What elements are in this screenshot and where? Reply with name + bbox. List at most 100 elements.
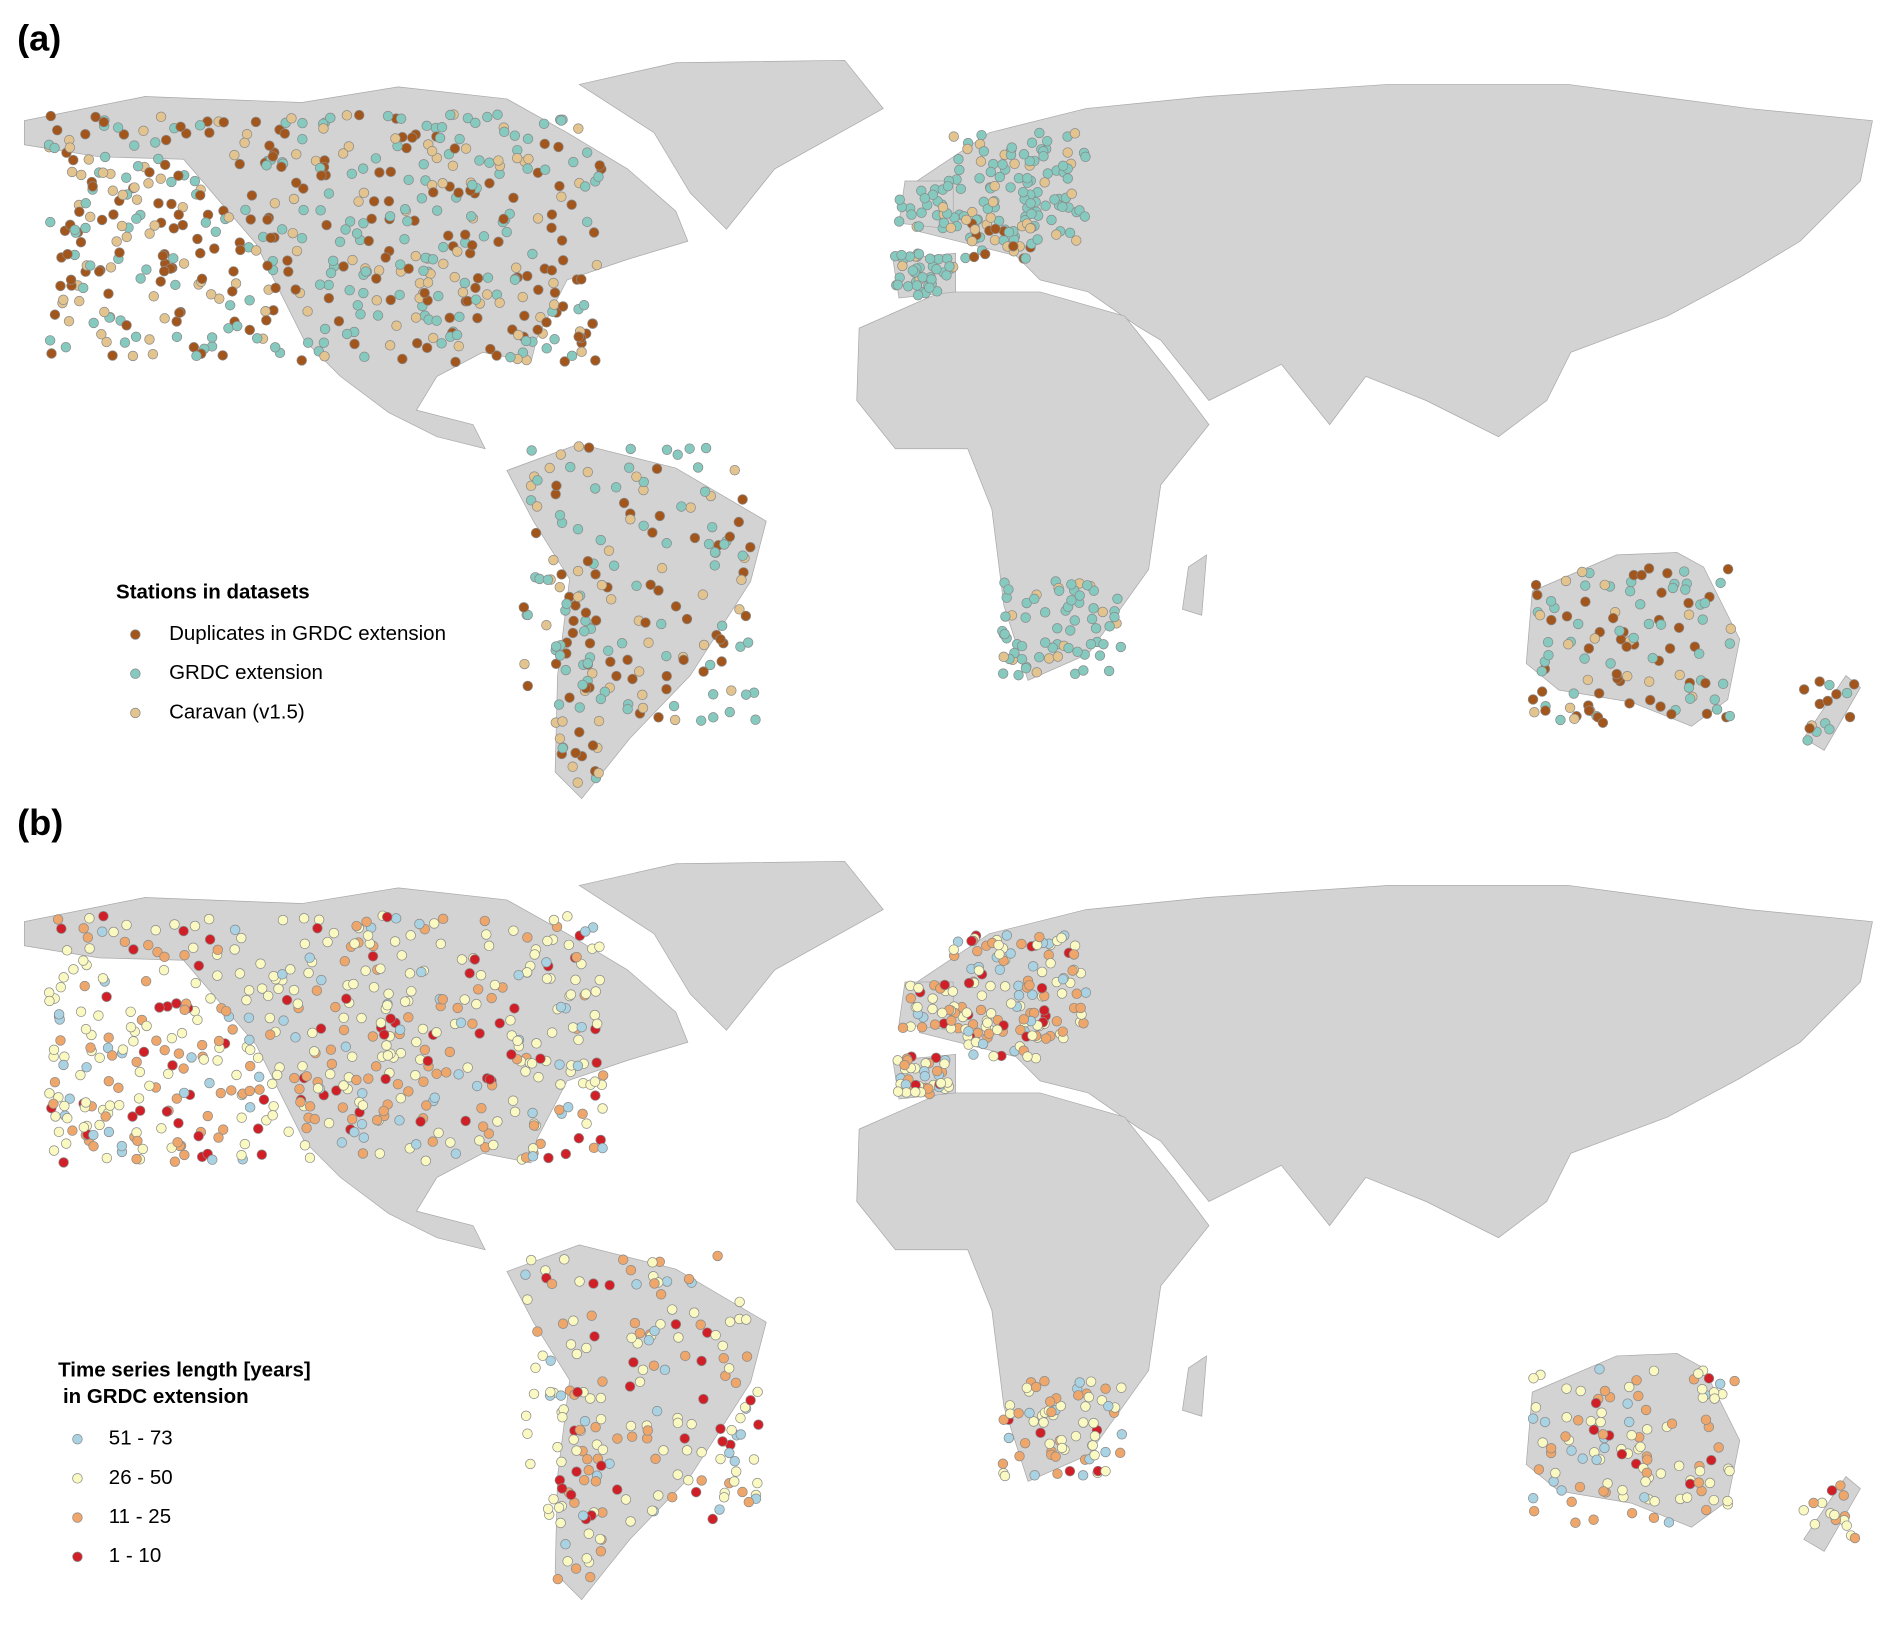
station-dot [743,1496,754,1508]
station-dot [68,154,79,166]
station-dot [160,134,172,146]
station-dot [658,1445,669,1456]
station-dot [176,1027,188,1039]
station-dot [580,926,591,937]
station-dot [56,923,67,934]
station-dot [1527,694,1539,705]
station-dot [304,952,315,963]
station-dot [351,920,362,932]
station-dot [1643,563,1655,574]
station-dot [470,282,481,294]
station-dot [997,1458,1009,1469]
station-dot [724,1316,736,1327]
station-dot [207,1154,218,1165]
station-dot [1027,989,1038,1000]
legend-entry: Caravan (v1.5) [169,700,305,723]
station-dot [1090,623,1102,634]
station-dot [752,1386,763,1398]
station-dot [555,1001,567,1013]
station-dot [1624,1381,1635,1393]
station-dot [562,911,573,922]
station-dot [429,918,440,929]
station-dot [579,1475,590,1486]
station-dot [590,615,602,626]
station-dot [395,113,407,124]
station-dot [1100,1465,1111,1477]
station-dot [559,356,570,367]
station-dot [537,1350,548,1361]
station-dot [1556,1485,1567,1496]
station-dot [241,994,252,1006]
station-dot [967,206,978,218]
station-dot [189,175,201,187]
station-dot [202,1110,213,1122]
station-dot [384,211,396,222]
station-dot [128,1036,139,1047]
station-dot [513,969,524,981]
station-dot [1089,1430,1101,1442]
station-dot [375,1017,387,1029]
station-dot [291,245,303,257]
station-dot [897,260,908,272]
station-dot [452,1002,463,1014]
station-dot [121,172,132,183]
station-dot [218,117,229,128]
station-dot [1020,253,1031,264]
station-dot [1532,589,1543,601]
station-dot [937,1007,948,1019]
station-dot [171,331,183,343]
station-dot [520,335,532,347]
station-dot [1052,651,1064,662]
station-dot [625,1420,637,1432]
station-dot [1560,575,1572,587]
station-dot [422,1055,434,1067]
station-dot [1546,1443,1557,1454]
station-dot [655,1319,666,1330]
station-dot [626,1332,637,1343]
station-dot [60,341,72,353]
station-dot [604,1279,615,1291]
station-dot [576,346,587,358]
station-dot [374,1148,386,1159]
station-dot [588,227,600,238]
station-dot [1040,200,1051,211]
station-dot [724,706,735,718]
station-dot [1064,1465,1076,1477]
station-dot [567,627,579,639]
station-dot [1616,1449,1628,1460]
station-dot [897,1022,909,1034]
station-dot [963,1026,974,1037]
station-dot [214,293,225,304]
station-dot [1835,1480,1846,1491]
station-dot [391,320,402,331]
station-dot [698,666,709,677]
station-dot [573,331,584,342]
station-dot [975,156,987,167]
station-dot [410,250,421,262]
station-dot [196,1039,208,1051]
station-dot [583,1528,594,1539]
station-dot [75,237,87,248]
station-dot [196,273,208,285]
station-dot [292,998,303,1009]
station-dot [356,1012,367,1024]
station-dot [1640,1476,1651,1487]
station-dot [1057,1026,1068,1037]
station-dot [522,133,534,145]
station-dot [1109,611,1120,623]
station-dot [715,634,726,645]
station-dot [322,936,333,948]
station-dot [1673,622,1685,633]
station-dot [301,1122,312,1134]
station-dot [1000,611,1011,622]
station-dot [522,680,533,692]
station-dot [1053,585,1065,596]
station-dot [647,527,658,538]
station-dot [159,266,170,277]
station-dot [1039,177,1050,188]
legend-marker [72,1551,83,1562]
station-dot [508,925,519,936]
station-dot [338,1080,349,1091]
station-dot [118,129,130,140]
